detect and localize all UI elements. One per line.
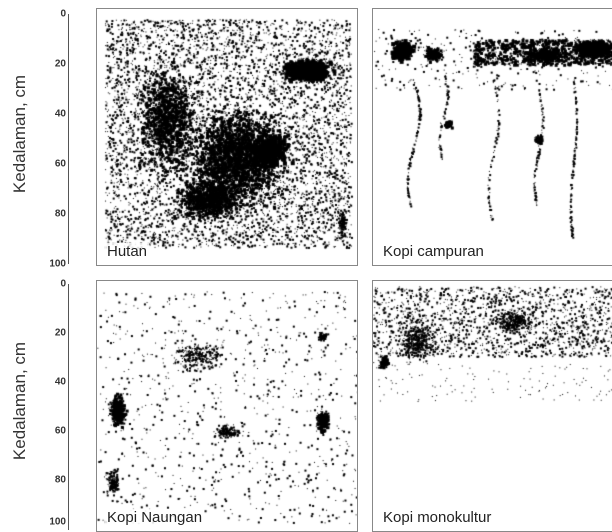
y-tick-60-bottom: 60 <box>54 425 66 437</box>
panel-kopi-naungan: Kopi Naungan <box>96 280 358 532</box>
y-tick-80-bottom: 80 <box>54 474 66 486</box>
panel-kopi-monokultur: Kopi monokultur <box>372 280 612 532</box>
y-tick-20-top: 20 <box>54 58 66 70</box>
y-tick-80-top: 80 <box>54 208 66 220</box>
y-axis-title-top: Kedalaman, cm <box>10 74 29 194</box>
root-distribution-kopi-monokultur <box>373 281 612 531</box>
y-tick-100-bottom: 100 <box>49 516 66 528</box>
y-axis-bottom: Kedalaman, cm 0 20 40 60 80 100 <box>0 270 90 532</box>
y-tick-0-top: 0 <box>60 8 66 20</box>
y-axis-line-top <box>68 14 69 264</box>
y-tick-60-top: 60 <box>54 158 66 170</box>
y-tick-0-bottom: 0 <box>60 278 66 290</box>
panel-hutan: Hutan <box>96 8 358 266</box>
y-axis-line-bottom <box>68 284 69 530</box>
panel-label-kopi-monokultur: Kopi monokultur <box>381 509 494 526</box>
y-axis-title-bottom: Kedalaman, cm <box>10 341 29 461</box>
bottom-row: Kedalaman, cm 0 20 40 60 80 100 Kopi Nau… <box>0 270 612 532</box>
y-tick-40-bottom: 40 <box>54 376 66 388</box>
y-tick-40-top: 40 <box>54 108 66 120</box>
root-distribution-hutan <box>97 9 357 265</box>
root-distribution-kopi-naungan <box>97 281 357 531</box>
y-tick-20-bottom: 20 <box>54 327 66 339</box>
root-distribution-kopi-campuran <box>373 9 612 265</box>
y-tick-100-top: 100 <box>49 258 66 270</box>
panel-label-kopi-campuran: Kopi campuran <box>381 243 486 260</box>
y-axis-top: Kedalaman, cm 0 20 40 60 80 100 <box>0 0 90 270</box>
panel-kopi-campuran: Kopi campuran <box>372 8 612 266</box>
panel-label-kopi-naungan: Kopi Naungan <box>105 509 205 526</box>
panel-label-hutan: Hutan <box>105 243 150 260</box>
top-row: Kedalaman, cm 0 20 40 60 80 100 Hutan Ko… <box>0 0 612 270</box>
